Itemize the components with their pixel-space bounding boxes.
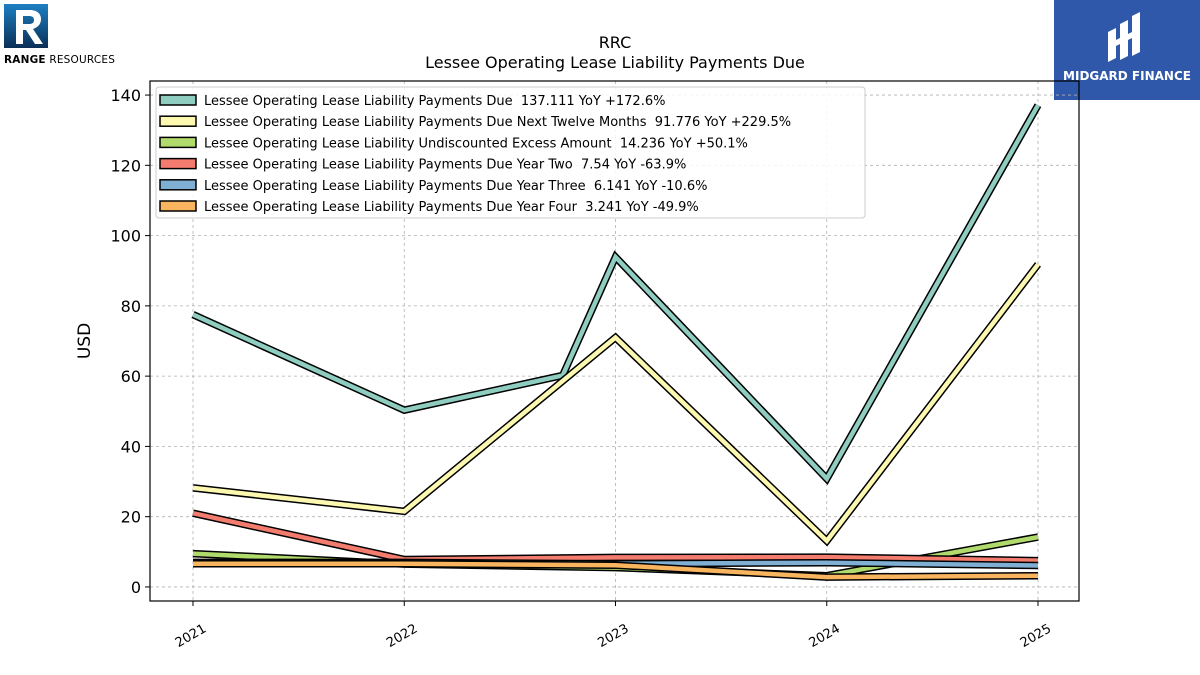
x-tick-label: 2024 (807, 621, 843, 651)
midgard-finance-wordmark: MIDGARD FINANCE (1063, 69, 1191, 83)
legend-swatch (159, 94, 197, 106)
legend-box (155, 86, 866, 219)
x-tick-label: 2021 (173, 621, 209, 651)
x-tick-label: 2025 (1018, 621, 1054, 651)
midgard-finance-logo: MIDGARD FINANCE (1054, 0, 1200, 100)
legend-item: Lessee Operating Lease Liability Payment… (159, 200, 699, 215)
range-resources-wordmark: RANGE RESOURCES (4, 54, 116, 66)
y-tick-label: 40 (121, 437, 141, 456)
legend-swatch (159, 136, 197, 149)
range-resources-logo: RANGE RESOURCES (4, 4, 124, 66)
series-lines (191, 103, 1042, 581)
legend-label: Lessee Operating Lease Liability Payment… (204, 179, 707, 194)
legend-item: Lessee Operating Lease Liability Undisco… (159, 136, 748, 151)
y-tick-label: 80 (121, 297, 141, 316)
y-tick-label: 20 (121, 508, 141, 527)
series-stroke (192, 511, 1039, 563)
legend-label: Lessee Operating Lease Liability Payment… (204, 94, 665, 109)
range-r-logo-icon (4, 4, 48, 48)
series-line-4 (192, 509, 1039, 565)
x-tick-label: 2023 (595, 621, 631, 651)
legend-label: Lessee Operating Lease Liability Payment… (204, 115, 791, 130)
legend-swatch (159, 200, 197, 212)
series-line-6 (193, 560, 1039, 581)
legend-swatch (159, 179, 197, 191)
y-axis-label: USD (75, 323, 95, 359)
series-stroke (192, 104, 1040, 483)
chart-title: RRC (599, 33, 632, 52)
midgard-m-logo-icon (1108, 12, 1140, 62)
chart-subtitle: Lessee Operating Lease Liability Payment… (425, 53, 805, 72)
legend-item: Lessee Operating Lease Liability Payment… (159, 115, 791, 130)
y-tick-label: 100 (110, 227, 141, 246)
legend-item: Lessee Operating Lease Liability Payment… (159, 179, 707, 194)
legend: Lessee Operating Lease Liability Payment… (155, 86, 866, 219)
series-stroke (192, 263, 1040, 545)
y-tick-label: 120 (110, 156, 141, 175)
y-tick-label: 140 (110, 86, 141, 105)
y-tick-label: 0 (131, 578, 141, 597)
legend-item: Lessee Operating Lease Liability Payment… (159, 157, 686, 173)
y-tick-label: 60 (121, 367, 141, 386)
plot-area-frame (149, 80, 1080, 602)
x-tick-label: 2022 (384, 621, 420, 651)
series-line-2 (192, 262, 1041, 547)
legend-swatch (159, 157, 197, 170)
series-stroke (193, 561, 1039, 580)
legend-item: Lessee Operating Lease Liability Payment… (159, 94, 665, 109)
legend-label: Lessee Operating Lease Liability Payment… (204, 158, 686, 173)
legend-label: Lessee Operating Lease Liability Payment… (204, 200, 699, 215)
legend-label: Lessee Operating Lease Liability Undisco… (204, 136, 748, 151)
series-line-1 (191, 103, 1042, 485)
legend-swatch (159, 115, 197, 127)
